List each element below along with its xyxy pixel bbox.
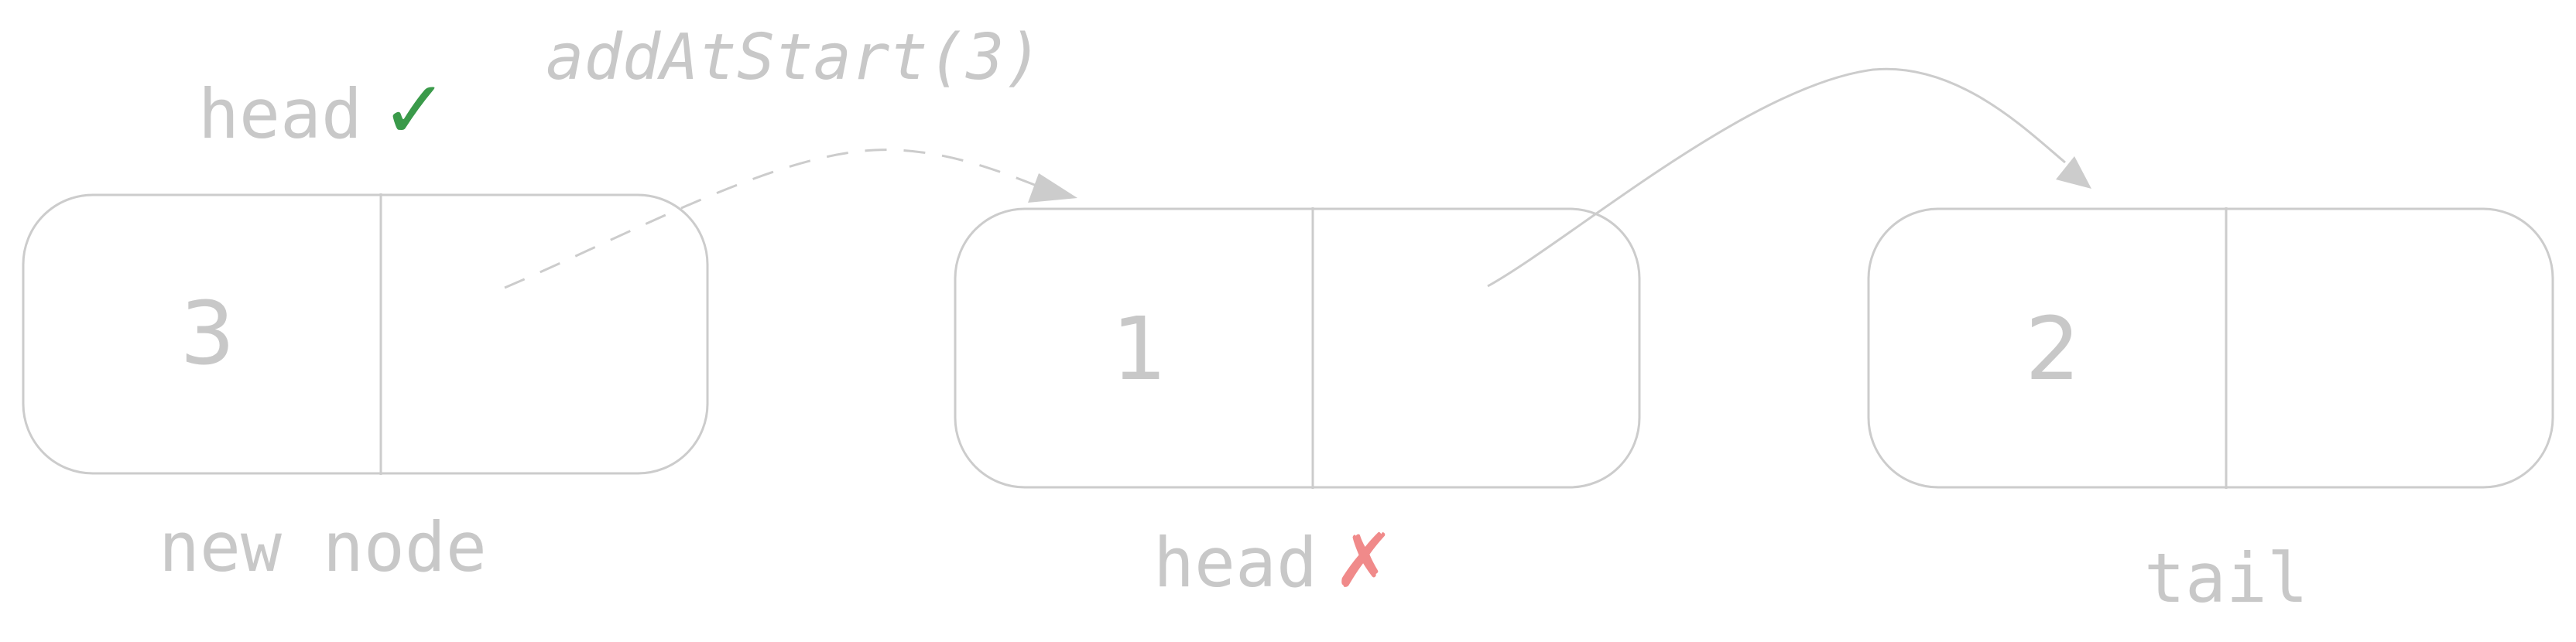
node-old-head-box (954, 207, 1641, 489)
node-tail: 2 (1867, 207, 2554, 489)
node-old-head: 1 (954, 207, 1641, 489)
node-old-head-value: 1 (1112, 299, 1166, 400)
node-new: 3 (22, 193, 709, 475)
node-old-head-caption: head (1153, 523, 1317, 603)
operation-label: addAtStart(3) (546, 21, 1043, 94)
check-mark-icon: ✓ (381, 63, 448, 157)
node-tail-box (1867, 207, 2554, 489)
node-new-box (22, 193, 709, 475)
cross-mark-icon: ✗ (1333, 517, 1395, 604)
node-tail-value: 2 (2025, 299, 2080, 400)
pointer-head-to-tail-arrowhead-icon (2056, 156, 2091, 189)
pointer-new-to-head (504, 149, 1047, 289)
node-new-top-label: head (198, 74, 362, 154)
pointer-new-to-head-arrowhead-icon (1028, 173, 1077, 203)
node-new-value: 3 (180, 284, 235, 384)
node-tail-caption: tail (2144, 538, 2308, 618)
pointer-head-to-tail (1487, 67, 2066, 288)
node-new-caption: new node (159, 507, 487, 587)
